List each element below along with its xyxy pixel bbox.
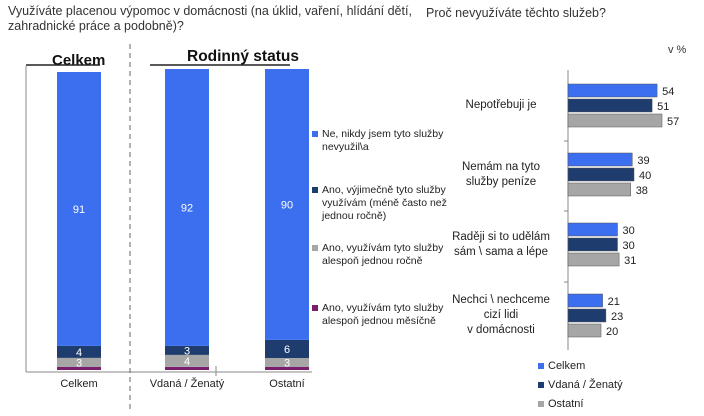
category-label-line: sám \ sama a lépe [454,245,548,258]
legend-item: Ne, nikdy jsem tyto služby nevyužil\a [312,128,450,154]
legend-item: Vdaná / Ženatý [538,379,623,391]
stacked-bar-segment [57,367,101,370]
legend-item: Ano, využívám tyto služby alespoň jednou… [312,242,450,268]
legend-item: Ano, využívám tyto služby alespoň jednou… [312,302,450,328]
h-bar [567,222,618,237]
h-bar [567,252,620,267]
stacked-bar-segment [265,358,309,367]
category-label-line: v domácnosti [467,324,535,336]
legend-swatch [312,187,318,193]
data-label: 31 [624,255,636,267]
h-bar [567,323,602,338]
category-label-line: Nechci \ nechceme [452,294,550,306]
stacked-bar-segment [57,72,101,346]
stacked-bar-segment [57,345,101,358]
stacked-bar-segment [165,354,209,367]
legend-label: Celkem [548,360,586,372]
data-label: 23 [611,311,623,323]
category-label: Nechci \ nechceme cizí lidi v domácnosti [440,293,562,338]
data-label: 38 [636,185,648,197]
category-label-line: služby peníze [465,175,537,188]
legend-label: Ano, výjimečně tyto služby využívám (mén… [322,184,447,222]
category-label: Raději si to udělám sám \ sama a lépe [440,230,562,260]
stacked-bar-segment [57,358,101,367]
x-tick-label: Ostatní [269,378,305,390]
right-question: Proč nevyužíváte těchto služeb? [426,6,606,20]
stacked-bar-segment [165,345,209,355]
legend-label: Vdaná / Ženatý [548,379,623,391]
stacked-bar-segment [265,339,309,358]
h-bar [567,293,603,308]
category-label: Nemám na tyto služby peníze [440,160,562,190]
stacked-bar-segment [265,69,309,340]
h-bar [567,152,633,167]
data-label: 3 [284,358,290,370]
h-bar [567,98,653,113]
legend-item: Ano, výjimečně tyto služby využívám (mén… [312,184,450,223]
category-label-line: Nemám na tyto [462,160,540,173]
category-label: Nepotřebuji je [440,98,562,113]
legend-swatch [538,382,544,388]
left-question: Využíváte placenou výpomoc v domácnosti … [8,4,412,33]
legend-swatch [538,363,544,369]
legend-item: Celkem [538,360,586,372]
data-label: 92 [181,203,193,215]
legend-swatch [312,131,318,137]
data-label: 51 [657,101,669,113]
data-label: 21 [608,296,620,308]
legend-swatch [312,305,318,311]
category-label-line: Raději si to udělám [452,230,550,243]
category-label-line: Nepotřebuji je [465,99,537,111]
legend-label: Ano, využívám tyto služby alespoň jednou… [322,302,444,327]
x-tick-label: Vdaná / Ženatý [149,378,225,390]
legend-swatch [538,401,544,407]
data-label: 20 [606,326,618,338]
data-label: 30 [623,225,635,237]
data-label: 6 [284,344,290,356]
h-bar [567,113,663,128]
legend-label: Ano, využívám tyto služby alespoň jednou… [322,242,444,267]
header-family-status: Rodinný status [187,48,299,65]
x-tick-label: Celkem [60,378,98,390]
data-label: 40 [639,170,651,182]
data-label: 57 [667,116,679,128]
stacked-bar-segment [265,367,309,370]
h-bar [567,237,618,252]
h-bar [567,83,658,98]
h-bar [567,167,635,182]
data-label: 3 [76,358,82,370]
data-label: 3 [184,345,190,357]
data-label: 30 [623,240,635,252]
legend-label: Ne, nikdy jsem tyto služby nevyužil\a [322,128,444,153]
legend-item: Ostatní [538,398,584,410]
h-bar [567,182,631,197]
legend-label: Ostatní [548,398,584,410]
stacked-bar-segment [165,69,209,346]
category-label-line: cizí lidi [483,309,519,321]
h-bar [567,308,607,323]
data-label: 91 [73,204,85,216]
data-label: 54 [662,86,674,98]
legend-swatch [312,245,318,251]
data-label: 4 [184,356,190,368]
unit-label: v % [668,44,687,56]
stacked-bar-segment [165,367,209,370]
data-label: 39 [637,155,649,167]
data-label: 90 [281,200,293,212]
data-label: 4 [76,347,82,359]
